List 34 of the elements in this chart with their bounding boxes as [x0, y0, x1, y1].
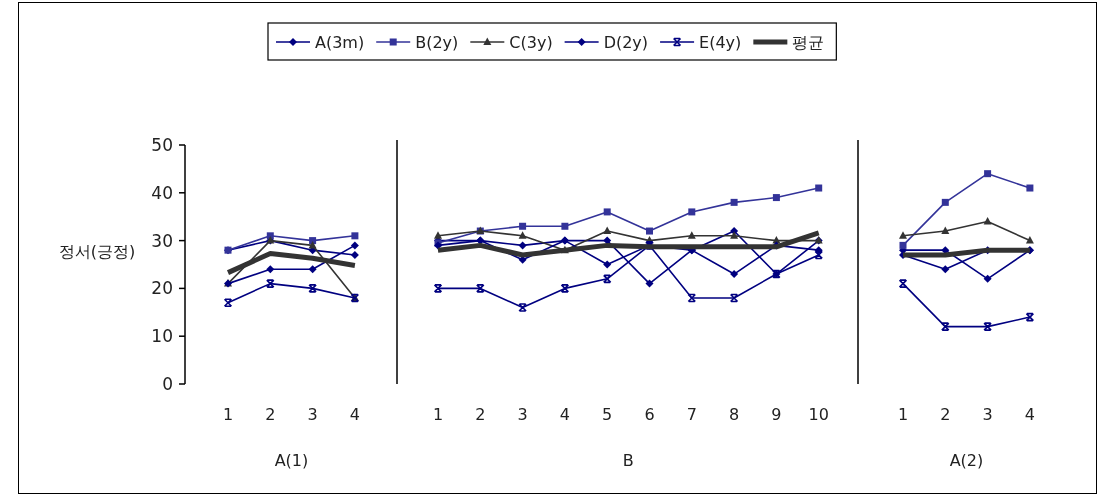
x-tick-label: 2: [265, 405, 276, 424]
x-tick-label: 3: [307, 405, 318, 424]
x-tick-label: 2: [940, 405, 951, 424]
legend-label: E(4y): [699, 33, 742, 52]
y-tick-label: 50: [151, 135, 173, 155]
x-axis-title: A(1): [274, 451, 309, 470]
x-tick-label: 5: [602, 405, 613, 424]
x-tick-label: 10: [808, 405, 829, 424]
y-axis-title: 정서(긍정): [58, 242, 136, 261]
y-tick-label: 0: [162, 374, 173, 394]
x-axis-title: A(2): [949, 451, 984, 470]
x-tick-label: 3: [517, 405, 528, 424]
y-tick-label: 20: [151, 278, 173, 299]
y-tick-label: 40: [151, 182, 173, 203]
x-tick-label: 4: [349, 405, 360, 424]
x-tick-label: 2: [475, 405, 486, 424]
legend-label: 평균: [792, 33, 825, 52]
x-tick-label: 9: [771, 405, 782, 424]
legend-label: A(3m): [315, 33, 365, 52]
x-tick-label: 3: [982, 405, 993, 424]
x-tick-label: 8: [729, 405, 740, 424]
x-tick-label: 6: [644, 405, 655, 424]
legend-label: D(2y): [603, 33, 649, 52]
x-tick-label: 1: [432, 405, 444, 424]
x-tick-label: 1: [222, 405, 234, 424]
x-tick-label: 1: [897, 405, 909, 424]
x-tick-label: 7: [686, 405, 697, 424]
y-tick-label: 10: [151, 326, 173, 347]
legend-label: C(3y): [509, 33, 553, 52]
x-tick-label: 4: [559, 405, 570, 424]
x-axis-title: B: [622, 451, 634, 470]
x-tick-label: 4: [1024, 405, 1035, 424]
legend-label: B(2y): [415, 33, 459, 52]
y-tick-label: 30: [151, 230, 173, 251]
